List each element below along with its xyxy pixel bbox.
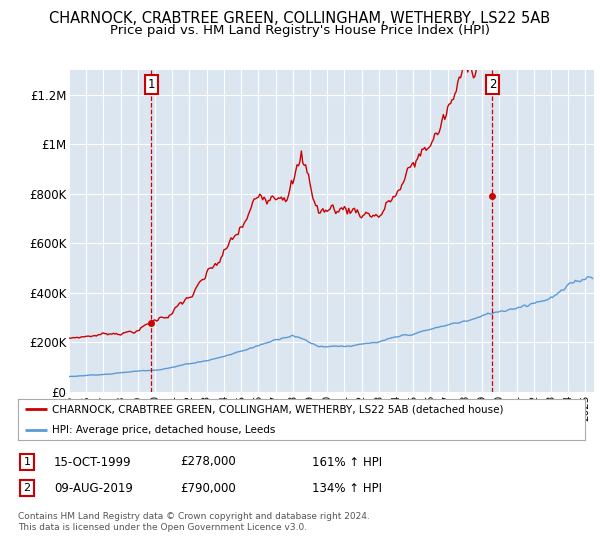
Text: 134% ↑ HPI: 134% ↑ HPI (312, 482, 382, 495)
Text: Contains HM Land Registry data © Crown copyright and database right 2024.
This d: Contains HM Land Registry data © Crown c… (18, 512, 370, 532)
Text: 2: 2 (23, 483, 31, 493)
Text: CHARNOCK, CRABTREE GREEN, COLLINGHAM, WETHERBY, LS22 5AB: CHARNOCK, CRABTREE GREEN, COLLINGHAM, WE… (49, 11, 551, 26)
Text: 09-AUG-2019: 09-AUG-2019 (54, 482, 133, 495)
Text: HPI: Average price, detached house, Leeds: HPI: Average price, detached house, Leed… (52, 424, 275, 435)
Text: 161% ↑ HPI: 161% ↑ HPI (312, 455, 382, 469)
Text: £278,000: £278,000 (180, 455, 236, 469)
Text: Price paid vs. HM Land Registry's House Price Index (HPI): Price paid vs. HM Land Registry's House … (110, 24, 490, 36)
Text: 1: 1 (148, 78, 155, 91)
Text: 15-OCT-1999: 15-OCT-1999 (54, 455, 131, 469)
Text: CHARNOCK, CRABTREE GREEN, COLLINGHAM, WETHERBY, LS22 5AB (detached house): CHARNOCK, CRABTREE GREEN, COLLINGHAM, WE… (52, 404, 503, 414)
Text: 1: 1 (23, 457, 31, 467)
Text: £790,000: £790,000 (180, 482, 236, 495)
Text: 2: 2 (488, 78, 496, 91)
